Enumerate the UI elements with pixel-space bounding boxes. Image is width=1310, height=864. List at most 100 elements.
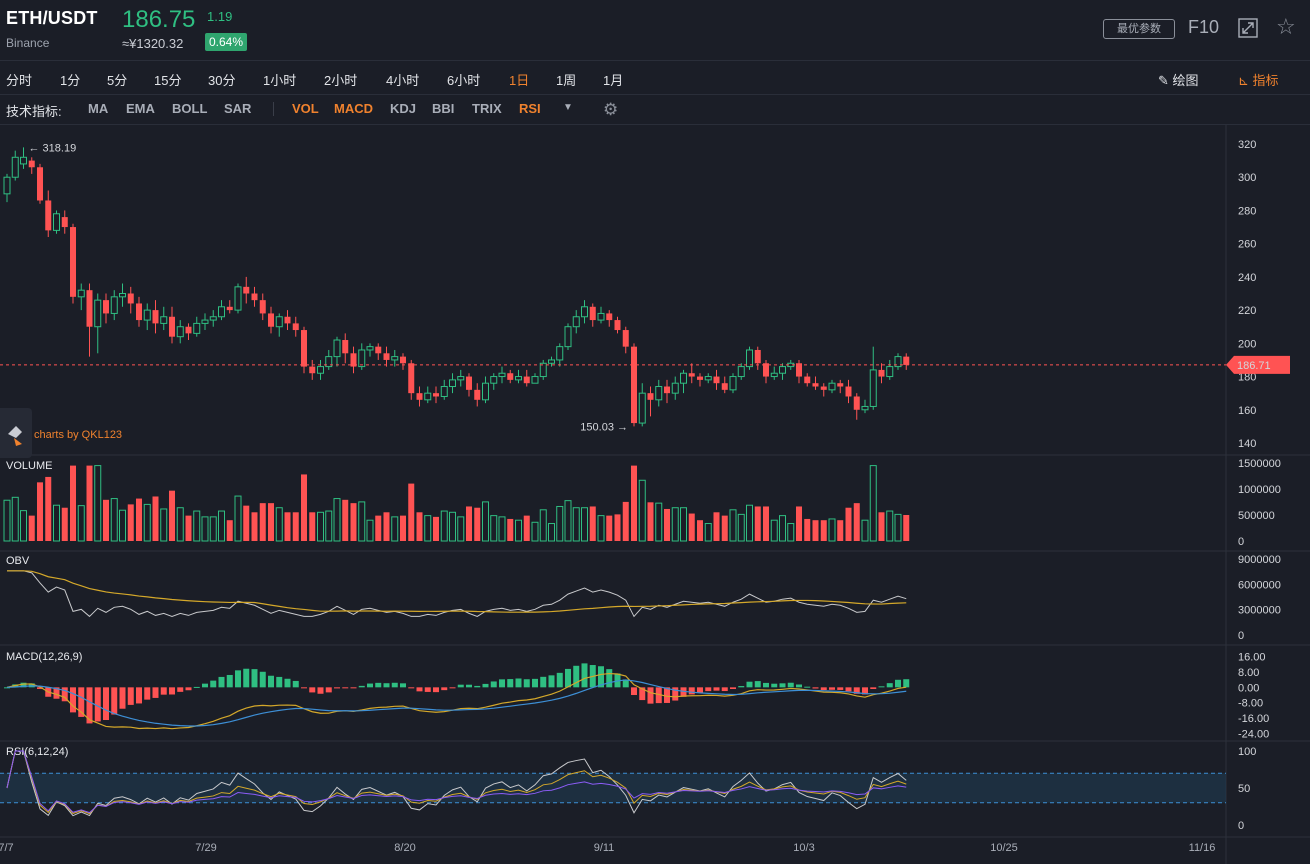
ind-bbi[interactable]: BBI bbox=[432, 101, 455, 116]
macd-histogram-bar bbox=[466, 684, 472, 688]
candle-body bbox=[11, 156, 19, 178]
candle-body bbox=[482, 382, 489, 401]
tf-1m[interactable]: 1分 bbox=[60, 73, 81, 88]
volume-bar bbox=[671, 507, 679, 542]
indicators-button[interactable]: ⊾ 指标 bbox=[1238, 70, 1279, 89]
favorite-star-icon[interactable]: ☆ bbox=[1276, 14, 1296, 39]
symbol-name[interactable]: ETH/USDT bbox=[6, 8, 98, 28]
fullscreen-icon[interactable] bbox=[1238, 18, 1258, 38]
macd-histogram-bar bbox=[870, 687, 877, 689]
optimal-params-button[interactable]: 最优参数 bbox=[1103, 19, 1175, 39]
macd-histogram-bar bbox=[523, 679, 530, 688]
candle-body bbox=[647, 393, 654, 400]
ind-boll[interactable]: BOLL bbox=[172, 101, 208, 116]
ind-sar[interactable]: SAR bbox=[224, 101, 252, 116]
macd-histogram-bar bbox=[688, 687, 695, 695]
tf-1h[interactable]: 1小时 bbox=[263, 73, 297, 88]
ind-trix[interactable]: TRIX bbox=[472, 101, 502, 116]
volume-bar bbox=[193, 510, 201, 542]
macd-histogram-bar bbox=[358, 685, 365, 688]
candle-body bbox=[457, 376, 465, 381]
ind-kdj[interactable]: KDJ bbox=[390, 101, 417, 116]
macd-histogram-bar bbox=[441, 687, 448, 691]
ind-ema[interactable]: EMA bbox=[126, 101, 155, 116]
ind-rsi[interactable]: RSI bbox=[519, 101, 541, 116]
candle-body bbox=[243, 286, 250, 294]
volume-bar bbox=[515, 519, 522, 542]
chevron-down-icon[interactable]: ▼ bbox=[563, 102, 573, 113]
candle-body bbox=[548, 359, 555, 364]
macd-histogram-bar bbox=[548, 675, 555, 688]
macd-histogram-bar bbox=[515, 678, 522, 688]
chart-area[interactable]: 320 300 280 260 240 220 200 180 160 140 186.71 ← 3… bbox=[0, 125, 1310, 864]
ind-macd[interactable]: MACD bbox=[334, 101, 373, 116]
candle-body bbox=[606, 313, 613, 321]
gear-icon[interactable]: ⚙ bbox=[603, 100, 619, 119]
macd-tick-label: 16.00 bbox=[1238, 652, 1266, 664]
macd-histogram-bar bbox=[424, 687, 431, 692]
tf-15m[interactable]: 15分 bbox=[154, 73, 182, 88]
rsi-title: RSI(6,12,24) bbox=[6, 746, 68, 758]
candle-body bbox=[828, 382, 836, 391]
macd-histogram-bar bbox=[581, 663, 588, 688]
ind-vol[interactable]: VOL bbox=[292, 101, 319, 116]
rsi-band bbox=[0, 773, 1226, 803]
macd-dea-line bbox=[6, 679, 907, 727]
draw-tool-button[interactable]: ✎ 绘图 bbox=[1158, 70, 1199, 89]
candle-body bbox=[416, 393, 423, 400]
chart-grid bbox=[0, 125, 1310, 864]
macd-histogram-bar bbox=[672, 687, 679, 701]
volume-bar bbox=[482, 501, 489, 542]
macd-histogram-bar bbox=[721, 687, 728, 692]
volume-bar bbox=[433, 516, 439, 541]
volume-bar bbox=[94, 465, 102, 542]
volume-bar bbox=[243, 505, 250, 541]
macd-histogram-bar bbox=[152, 687, 159, 698]
tf-6h[interactable]: 6小时 bbox=[447, 73, 481, 88]
tf-4h[interactable]: 4小时 bbox=[386, 73, 420, 88]
macd-tick-label: -24.00 bbox=[1238, 728, 1269, 740]
macd-histogram-bar bbox=[738, 686, 745, 688]
volume-bar bbox=[309, 512, 316, 541]
candle-body bbox=[358, 349, 366, 368]
volume-bar bbox=[589, 506, 596, 541]
tf-5m[interactable]: 5分 bbox=[107, 73, 128, 88]
volume-bar bbox=[845, 507, 852, 541]
volume-bar bbox=[729, 509, 737, 542]
tf-1d[interactable]: 1日 bbox=[509, 73, 530, 88]
candle-body bbox=[664, 386, 670, 394]
macd-dif-line bbox=[6, 672, 907, 730]
candle-body bbox=[317, 366, 324, 374]
volume-bar bbox=[201, 516, 209, 542]
volume-bar bbox=[449, 511, 456, 542]
volume-bar bbox=[564, 500, 572, 542]
tf-tick[interactable]: 分时 bbox=[6, 73, 33, 88]
volume-bar bbox=[622, 501, 629, 541]
tf-1w[interactable]: 1周 bbox=[556, 73, 577, 88]
tf-2h[interactable]: 2小时 bbox=[324, 73, 358, 88]
ind-ma[interactable]: MA bbox=[88, 101, 109, 116]
candle-body bbox=[218, 306, 225, 318]
volume-bar bbox=[457, 516, 465, 542]
rsi12-line bbox=[6, 750, 907, 815]
macd-histogram-bar bbox=[61, 687, 68, 702]
price-tick-label: 140 bbox=[1238, 438, 1256, 450]
candle-body bbox=[433, 393, 439, 397]
f10-button[interactable]: F10 bbox=[1188, 17, 1220, 37]
obv-panel: OBV 9000000 6000000 3000000 0 bbox=[6, 554, 1281, 642]
volume-bar bbox=[837, 520, 844, 541]
volume-bar bbox=[391, 516, 399, 542]
timeframe-bar: 分时 1分 5分 15分 30分 1小时 2小时 4小时 6小时 1日 1周 1… bbox=[0, 61, 1310, 95]
macd-histogram-bar bbox=[210, 680, 217, 688]
macd-title: MACD(12,26,9) bbox=[6, 651, 82, 663]
candle-body bbox=[3, 176, 11, 195]
volume-bar bbox=[498, 516, 506, 542]
candle-body bbox=[28, 160, 35, 168]
volume-bar bbox=[886, 510, 894, 542]
macd-histogram-bar bbox=[86, 687, 93, 724]
volume-bar bbox=[548, 523, 555, 542]
candle-body bbox=[589, 306, 596, 321]
tf-30m[interactable]: 30分 bbox=[208, 73, 236, 88]
candle-body bbox=[152, 310, 159, 324]
tf-1mo[interactable]: 1月 bbox=[603, 73, 624, 88]
